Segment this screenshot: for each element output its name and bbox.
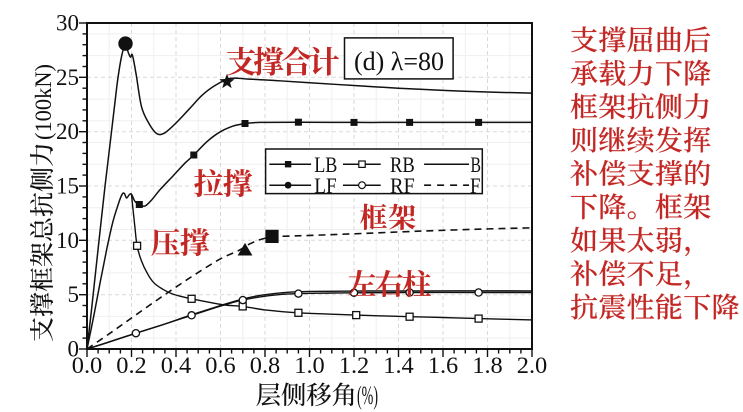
svg-text:B: B [471,152,482,177]
svg-text:1.2: 1.2 [339,353,370,378]
svg-text:1.0: 1.0 [294,353,325,378]
svg-text:1.4: 1.4 [383,353,414,378]
svg-text:RF: RF [390,173,415,198]
svg-text:0.2: 0.2 [116,353,147,378]
svg-text:20: 20 [56,119,79,144]
svg-text:0: 0 [68,337,80,362]
svg-text:0.6: 0.6 [205,353,236,378]
svg-text:15: 15 [56,174,79,199]
svg-text:25: 25 [56,65,79,90]
svg-text:F: F [470,173,481,198]
svg-text:0.4: 0.4 [161,353,192,378]
svg-text:(d) λ=80: (d) λ=80 [354,47,444,76]
svg-text:2.0: 2.0 [517,353,548,378]
svg-text:1.6: 1.6 [428,353,459,378]
svg-text:(100kN): (100kN) [31,64,56,140]
svg-text:30: 30 [56,11,79,36]
svg-text:LB: LB [314,152,337,177]
svg-text:0.8: 0.8 [250,353,281,378]
svg-text:5: 5 [68,282,80,307]
svg-text:RB: RB [390,152,415,177]
svg-text:LF: LF [314,173,337,198]
svg-text:1.8: 1.8 [472,353,503,378]
svg-text:10: 10 [56,228,79,253]
svg-text:0.0: 0.0 [72,353,103,378]
svg-text:(%): (%) [357,381,378,410]
